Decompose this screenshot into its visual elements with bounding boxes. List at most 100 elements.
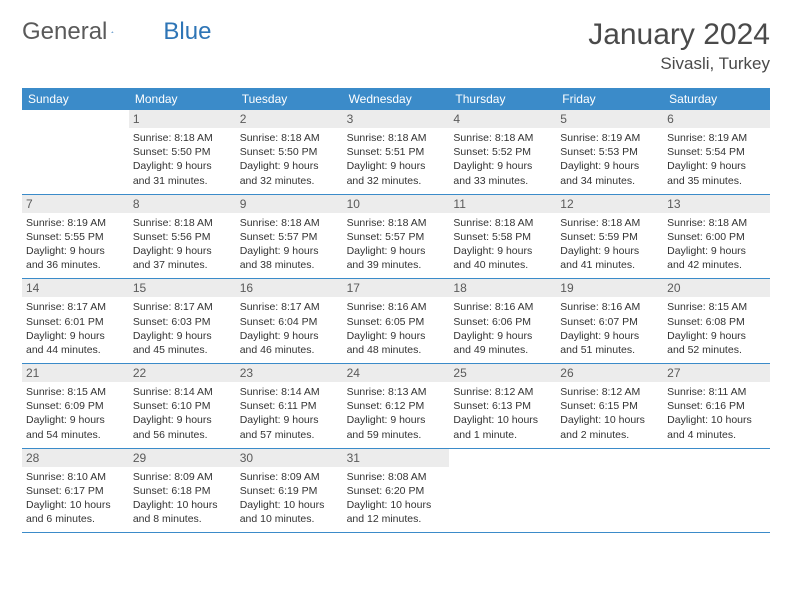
calendar-day-cell — [449, 449, 556, 533]
daylight-text-2: and 45 minutes. — [133, 343, 232, 357]
daylight-text-1: Daylight: 9 hours — [560, 159, 659, 173]
calendar-day-cell: 2 Sunrise: 8:18 AMSunset: 5:50 PMDaylight… — [236, 110, 343, 194]
daylight-text-2: and 2 minutes. — [560, 428, 659, 442]
daylight-text-2: and 4 minutes. — [667, 428, 766, 442]
calendar-day-cell: 3Sunrise: 8:18 AMSunset: 5:51 PMDaylight… — [343, 110, 450, 194]
calendar-day-cell: 9Sunrise: 8:18 AMSunset: 5:57 PMDaylight… — [236, 195, 343, 279]
sunset-text: Sunset: 5:59 PM — [560, 230, 659, 244]
day-header: Sunday — [22, 88, 129, 110]
sunset-text: Sunset: 6:04 PM — [240, 315, 339, 329]
daylight-text-1: Daylight: 9 hours — [347, 329, 446, 343]
sunrise-text: Sunrise: 8:18 AM — [667, 216, 766, 230]
daylight-text-1: Daylight: 9 hours — [453, 329, 552, 343]
calendar-day-cell: 12Sunrise: 8:18 AMSunset: 5:59 PMDayligh… — [556, 195, 663, 279]
sunrise-text: Sunrise: 8:15 AM — [667, 300, 766, 314]
sunset-text: Sunset: 6:03 PM — [133, 315, 232, 329]
daylight-text-1: Daylight: 9 hours — [26, 413, 125, 427]
sunrise-text: Sunrise: 8:18 AM — [133, 216, 232, 230]
daylight-text-1: Daylight: 10 hours — [240, 498, 339, 512]
day-number — [22, 110, 129, 128]
sunset-text: Sunset: 5:50 PM — [240, 145, 339, 159]
sunrise-text: Sunrise: 8:18 AM — [240, 131, 339, 145]
daylight-text-1: Daylight: 10 hours — [347, 498, 446, 512]
calendar-day-cell: 22Sunrise: 8:14 AMSunset: 6:10 PMDayligh… — [129, 364, 236, 448]
calendar-day-cell — [556, 449, 663, 533]
sunrise-text: Sunrise: 8:17 AM — [240, 300, 339, 314]
daylight-text-1: Daylight: 9 hours — [26, 244, 125, 258]
day-number: 8 — [129, 195, 236, 213]
calendar-day-cell: 4Sunrise: 8:18 AMSunset: 5:52 PMDaylight… — [449, 110, 556, 194]
calendar-day-cell: 31Sunrise: 8:08 AMSunset: 6:20 PMDayligh… — [343, 449, 450, 533]
sunrise-text: Sunrise: 8:12 AM — [560, 385, 659, 399]
daylight-text-1: Daylight: 9 hours — [667, 159, 766, 173]
daylight-text-2: and 52 minutes. — [667, 343, 766, 357]
calendar-day-cell: 24Sunrise: 8:13 AMSunset: 6:12 PMDayligh… — [343, 364, 450, 448]
day-number: 3 — [343, 110, 450, 128]
calendar-week: 7Sunrise: 8:19 AMSunset: 5:55 PMDaylight… — [22, 195, 770, 280]
calendar-day-cell — [22, 110, 129, 194]
sunrise-text: Sunrise: 8:17 AM — [26, 300, 125, 314]
daylight-text-2: and 51 minutes. — [560, 343, 659, 357]
day-number: 29 — [129, 449, 236, 467]
sunset-text: Sunset: 6:17 PM — [26, 484, 125, 498]
day-number: 11 — [449, 195, 556, 213]
daylight-text-2: and 44 minutes. — [26, 343, 125, 357]
calendar-day-cell: 26Sunrise: 8:12 AMSunset: 6:15 PMDayligh… — [556, 364, 663, 448]
daylight-text-1: Daylight: 10 hours — [26, 498, 125, 512]
title-block: January 2024 Sivasli, Turkey — [588, 18, 770, 74]
day-header: Tuesday — [236, 88, 343, 110]
calendar-day-cell: 30Sunrise: 8:09 AMSunset: 6:19 PMDayligh… — [236, 449, 343, 533]
day-number: 18 — [449, 279, 556, 297]
daylight-text-2: and 10 minutes. — [240, 512, 339, 526]
day-number: 22 — [129, 364, 236, 382]
calendar-day-cell: 10Sunrise: 8:18 AMSunset: 5:57 PMDayligh… — [343, 195, 450, 279]
sunset-text: Sunset: 6:06 PM — [453, 315, 552, 329]
day-number: 27 — [663, 364, 770, 382]
calendar-day-cell: 11Sunrise: 8:18 AMSunset: 5:58 PMDayligh… — [449, 195, 556, 279]
daylight-text-2: and 56 minutes. — [133, 428, 232, 442]
sunrise-text: Sunrise: 8:10 AM — [26, 470, 125, 484]
daylight-text-2: and 6 minutes. — [26, 512, 125, 526]
daylight-text-1: Daylight: 9 hours — [560, 244, 659, 258]
calendar: Sunday Monday Tuesday Wednesday Thursday… — [22, 88, 770, 533]
day-number: 10 — [343, 195, 450, 213]
daylight-text-2: and 54 minutes. — [26, 428, 125, 442]
sunset-text: Sunset: 5:51 PM — [347, 145, 446, 159]
calendar-week: 28Sunrise: 8:10 AMSunset: 6:17 PMDayligh… — [22, 449, 770, 534]
sunset-text: Sunset: 6:10 PM — [133, 399, 232, 413]
daylight-text-2: and 32 minutes. — [240, 174, 339, 188]
daylight-text-1: Daylight: 9 hours — [240, 244, 339, 258]
sunrise-text: Sunrise: 8:18 AM — [133, 131, 232, 145]
daylight-text-2: and 57 minutes. — [240, 428, 339, 442]
sunset-text: Sunset: 6:08 PM — [667, 315, 766, 329]
daylight-text-1: Daylight: 9 hours — [240, 159, 339, 173]
day-number: 19 — [556, 279, 663, 297]
calendar-day-cell: 8Sunrise: 8:18 AMSunset: 5:56 PMDaylight… — [129, 195, 236, 279]
day-header: Saturday — [663, 88, 770, 110]
sunset-text: Sunset: 5:50 PM — [133, 145, 232, 159]
calendar-day-cell: 28Sunrise: 8:10 AMSunset: 6:17 PMDayligh… — [22, 449, 129, 533]
sunrise-text: Sunrise: 8:16 AM — [347, 300, 446, 314]
sunset-text: Sunset: 6:07 PM — [560, 315, 659, 329]
sunset-text: Sunset: 6:13 PM — [453, 399, 552, 413]
sunset-text: Sunset: 6:15 PM — [560, 399, 659, 413]
daylight-text-2: and 12 minutes. — [347, 512, 446, 526]
daylight-text-2: and 33 minutes. — [453, 174, 552, 188]
calendar-day-cell: 21Sunrise: 8:15 AMSunset: 6:09 PMDayligh… — [22, 364, 129, 448]
calendar-day-cell: 16Sunrise: 8:17 AMSunset: 6:04 PMDayligh… — [236, 279, 343, 363]
calendar-week: 14Sunrise: 8:17 AMSunset: 6:01 PMDayligh… — [22, 279, 770, 364]
sunset-text: Sunset: 5:52 PM — [453, 145, 552, 159]
calendar-day-cell: 17Sunrise: 8:16 AMSunset: 6:05 PMDayligh… — [343, 279, 450, 363]
sunset-text: Sunset: 5:55 PM — [26, 230, 125, 244]
sunset-text: Sunset: 6:01 PM — [26, 315, 125, 329]
day-number: 26 — [556, 364, 663, 382]
daylight-text-1: Daylight: 9 hours — [240, 413, 339, 427]
day-number: 2 — [236, 110, 343, 128]
sunset-text: Sunset: 6:18 PM — [133, 484, 232, 498]
day-number: 5 — [556, 110, 663, 128]
daylight-text-2: and 39 minutes. — [347, 258, 446, 272]
logo-text-general: General — [22, 18, 107, 46]
day-header: Friday — [556, 88, 663, 110]
day-number: 1 — [129, 110, 236, 128]
daylight-text-2: and 37 minutes. — [133, 258, 232, 272]
